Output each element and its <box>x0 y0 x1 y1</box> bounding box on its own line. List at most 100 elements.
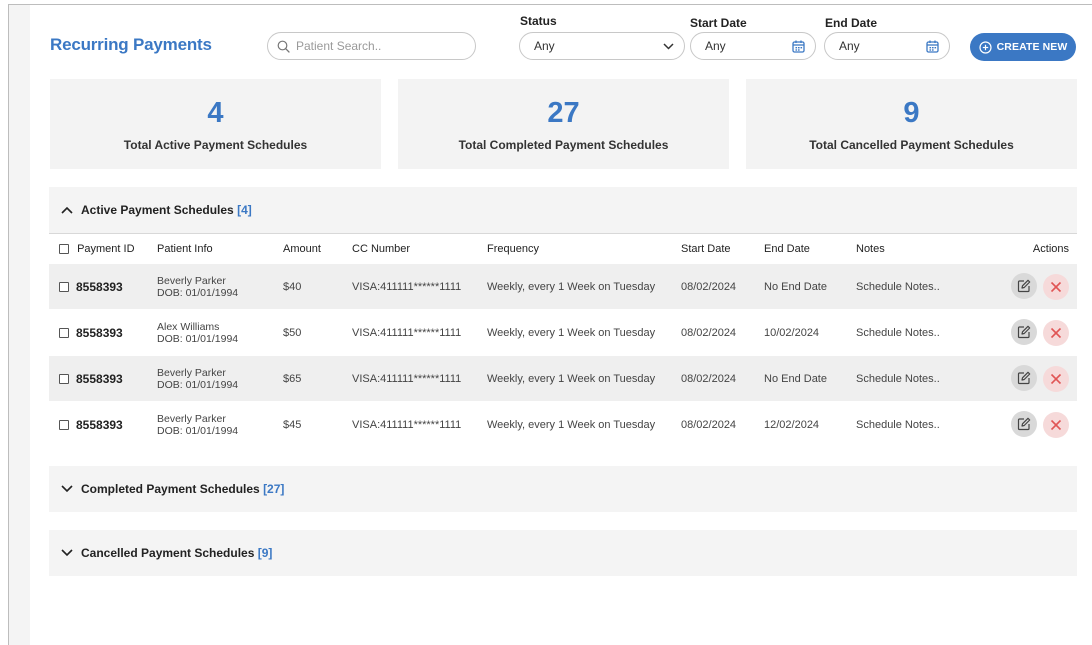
section-count: [27] <box>263 482 285 496</box>
cancelled-schedules-header[interactable]: Cancelled Payment Schedules [9] <box>49 530 1077 576</box>
patient-name: Beverly Parker <box>157 274 226 287</box>
delete-button[interactable] <box>1043 366 1069 392</box>
patient-name: Alex Williams <box>157 320 220 333</box>
patient-dob: DOB: 01/01/1994 <box>157 286 239 299</box>
cc-number: VISA:411111******1111 <box>352 309 487 356</box>
payment-id: 8558393 <box>76 325 123 340</box>
stat-value: 27 <box>547 97 580 129</box>
chevron-down-icon[interactable] <box>61 485 73 493</box>
col-cc-number: CC Number <box>352 233 487 264</box>
close-icon <box>1050 420 1062 431</box>
patient-search[interactable] <box>267 32 476 60</box>
status-select[interactable]: Any <box>519 32 685 60</box>
end-date: 10/02/2024 <box>764 309 856 356</box>
cancelled-schedules-panel: Cancelled Payment Schedules [9] <box>49 530 1077 576</box>
sidebar-strip <box>9 5 30 645</box>
notes: Schedule Notes.. <box>856 309 986 356</box>
section-count: [9] <box>257 546 273 560</box>
search-icon <box>277 40 290 53</box>
page-title: Recurring Payments <box>50 35 212 54</box>
end-date: 12/02/2024 <box>764 401 856 448</box>
row-checkbox[interactable] <box>59 419 69 430</box>
patient-info-cell: Beverly Parker DOB: 01/01/1994 <box>157 401 283 448</box>
row-checkbox[interactable] <box>59 281 69 292</box>
calendar-icon[interactable] <box>792 40 805 53</box>
patient-info-cell: Beverly Parker DOB: 01/01/1994 <box>157 263 283 310</box>
delete-button[interactable] <box>1043 412 1069 439</box>
calendar-icon[interactable] <box>926 40 939 53</box>
actions-cell <box>986 263 1077 310</box>
completed-schedules-panel: Completed Payment Schedules [27] <box>49 466 1077 512</box>
end-date-input[interactable]: Any <box>824 32 950 60</box>
row-checkbox[interactable] <box>59 327 69 338</box>
amount: $50 <box>283 309 352 356</box>
col-payment-id: Payment ID <box>49 233 157 264</box>
search-input[interactable] <box>296 39 456 53</box>
col-notes: Notes <box>856 233 986 264</box>
actions-cell <box>986 401 1077 448</box>
chevron-down-icon <box>663 42 674 50</box>
payment-id: 8558393 <box>76 371 123 386</box>
col-amount: Amount <box>283 233 352 264</box>
start-date-value: Any <box>705 39 726 53</box>
chevron-up-icon[interactable] <box>61 206 73 214</box>
select-all-checkbox[interactable] <box>59 243 69 254</box>
active-schedules-header[interactable]: Active Payment Schedules [4] <box>49 187 1077 233</box>
edit-button[interactable] <box>1011 273 1037 299</box>
start-date: 08/02/2024 <box>681 401 764 448</box>
notes: Schedule Notes.. <box>856 401 986 448</box>
patient-dob: DOB: 01/01/1994 <box>157 424 239 437</box>
table-row: 8558393 Alex Williams DOB: 01/01/1994 $50… <box>49 309 1077 356</box>
edit-icon <box>1017 417 1031 431</box>
actions-cell <box>986 355 1077 402</box>
row-checkbox[interactable] <box>59 373 69 384</box>
edit-button[interactable] <box>1011 411 1037 438</box>
status-label: Status <box>520 14 557 28</box>
section-title: Completed Payment Schedules <box>81 482 260 496</box>
edit-button[interactable] <box>1011 319 1037 345</box>
start-date: 08/02/2024 <box>681 355 764 402</box>
start-date-input[interactable]: Any <box>690 32 816 60</box>
col-actions: Actions <box>986 233 1077 264</box>
stat-label: Total Active Payment Schedules <box>123 138 308 152</box>
active-schedules-table: Payment ID Patient Info Amount CC Number… <box>49 233 1077 448</box>
payment-id: 8558393 <box>76 279 123 294</box>
stat-value: 4 <box>207 97 224 129</box>
edit-icon <box>1017 279 1031 293</box>
notes: Schedule Notes.. <box>856 263 986 310</box>
create-new-label: CREATE NEW <box>996 41 1068 53</box>
table-row: 8558393 Beverly Parker DOB: 01/01/1994 $6… <box>49 355 1077 402</box>
table-row: 8558393 Beverly Parker DOB: 01/01/1994 $4… <box>49 401 1077 448</box>
cc-number: VISA:411111******1111 <box>352 355 487 402</box>
chevron-down-icon[interactable] <box>61 549 73 557</box>
col-patient-info: Patient Info <box>157 233 283 264</box>
payment-id-cell: 8558393 <box>49 401 157 448</box>
status-value: Any <box>534 39 555 53</box>
frequency: Weekly, every 1 Week on Tuesday <box>487 263 681 310</box>
stat-label: Total Completed Payment Schedules <box>458 138 669 152</box>
stat-card-cancelled: 9 Total Cancelled Payment Schedules <box>746 79 1077 169</box>
delete-button[interactable] <box>1043 274 1069 300</box>
completed-schedules-header[interactable]: Completed Payment Schedules [27] <box>49 466 1077 512</box>
edit-icon <box>1017 325 1031 339</box>
stat-card-completed: 27 Total Completed Payment Schedules <box>398 79 729 169</box>
close-icon <box>1050 373 1062 385</box>
payment-id: 8558393 <box>76 417 123 432</box>
frequency: Weekly, every 1 Week on Tuesday <box>487 401 681 448</box>
delete-button[interactable] <box>1043 320 1069 346</box>
cc-number: VISA:411111******1111 <box>352 401 487 448</box>
patient-info-cell: Alex Williams DOB: 01/01/1994 <box>157 309 283 356</box>
amount: $40 <box>283 263 352 310</box>
col-label: Payment ID <box>77 242 135 255</box>
patient-name: Beverly Parker <box>157 412 226 425</box>
patient-dob: DOB: 01/01/1994 <box>157 332 239 345</box>
section-count: [4] <box>237 203 252 217</box>
create-new-button[interactable]: CREATE NEW <box>970 33 1076 61</box>
frequency: Weekly, every 1 Week on Tuesday <box>487 309 681 356</box>
stat-card-active: 4 Total Active Payment Schedules <box>50 79 381 169</box>
table-header-row: Payment ID Patient Info Amount CC Number… <box>49 233 1077 264</box>
edit-button[interactable] <box>1011 365 1037 391</box>
frequency: Weekly, every 1 Week on Tuesday <box>487 355 681 402</box>
active-schedules-panel: Active Payment Schedules [4] Payment ID … <box>49 187 1077 448</box>
payment-id-cell: 8558393 <box>49 355 157 402</box>
